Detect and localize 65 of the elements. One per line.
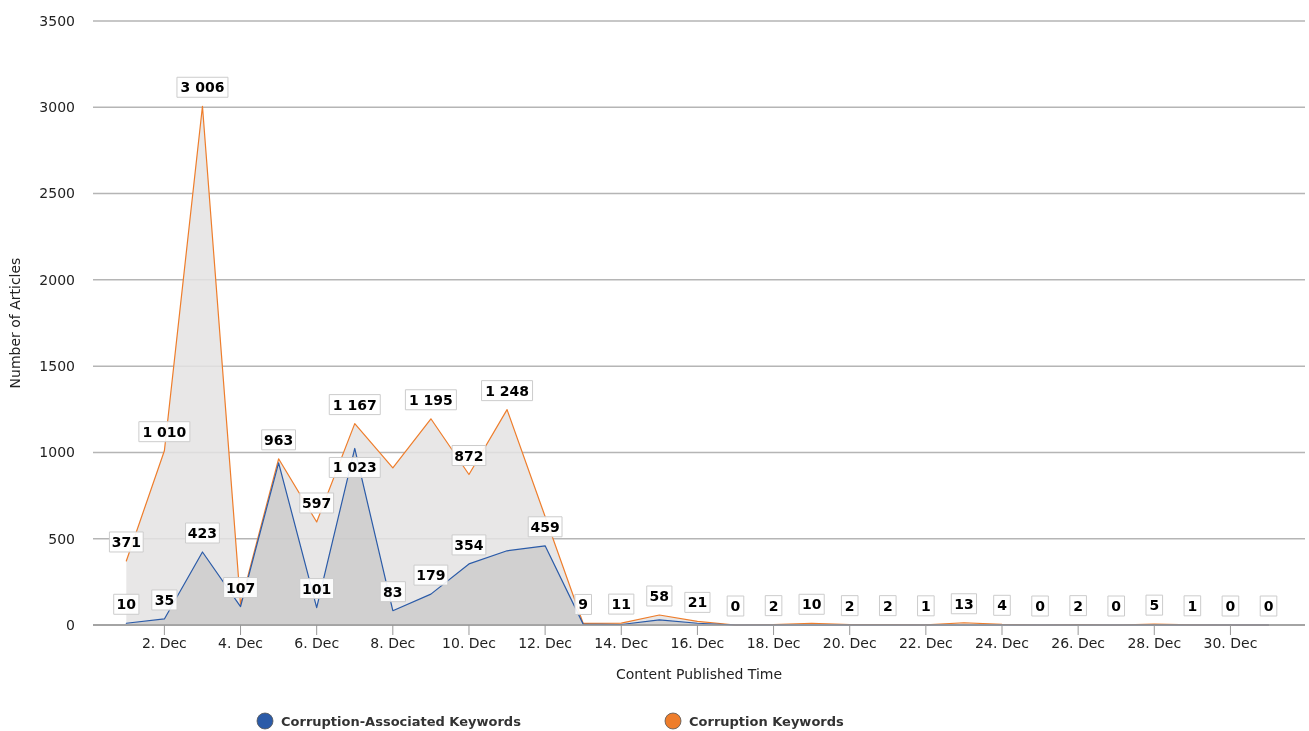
data-label: 0 — [1111, 598, 1122, 615]
legend-label: Corruption-Associated Keywords — [281, 713, 522, 729]
y-tick-label: 0 — [66, 616, 75, 633]
data-label: 2 — [768, 597, 779, 614]
x-tick-label: 16. Dec — [670, 635, 725, 651]
data-label: 1 — [920, 597, 931, 614]
x-tick-label: 26. Dec — [1051, 635, 1106, 651]
y-axis-title: Number of Articles — [7, 257, 23, 389]
data-label: 1 167 — [332, 396, 377, 413]
data-label: 10 — [116, 596, 137, 613]
data-label: 3 006 — [180, 79, 225, 96]
data-label: 1 010 — [142, 423, 187, 440]
x-tick-label: 14. Dec — [594, 635, 649, 651]
x-axis-title: Content Published Time — [615, 666, 783, 682]
y-tick-label: 2000 — [39, 271, 75, 288]
y-tick-label: 1000 — [39, 444, 75, 461]
data-label: 963 — [263, 431, 294, 448]
x-tick-label: 30. Dec — [1203, 635, 1258, 651]
data-label: 83 — [383, 583, 403, 600]
x-tick-label: 2. Dec — [141, 635, 187, 651]
data-label: 1 248 — [485, 382, 529, 399]
y-tick-label: 3000 — [39, 99, 75, 116]
y-tick-label: 1500 — [39, 358, 75, 375]
data-label: 1 023 — [332, 459, 377, 476]
data-label: 179 — [416, 567, 446, 584]
data-label: 11 — [611, 596, 632, 613]
data-label: 354 — [454, 536, 484, 553]
data-label: 13 — [954, 595, 974, 612]
data-label: 2 — [844, 597, 855, 614]
x-tick-label: 24. Dec — [975, 635, 1029, 651]
data-label: 4 — [997, 597, 1008, 614]
data-label: 21 — [687, 594, 708, 611]
data-label: 371 — [111, 534, 141, 551]
x-tick-label: 22. Dec — [898, 635, 953, 651]
data-label: 597 — [302, 495, 332, 512]
x-tick-label: 10. Dec — [442, 635, 496, 651]
data-label: 2 — [1073, 597, 1084, 614]
data-label: 1 — [1187, 597, 1198, 614]
data-label: 35 — [154, 592, 175, 608]
data-label: 0 — [1225, 598, 1236, 615]
data-label: 423 — [187, 525, 218, 542]
legend-label: Corruption Keywords — [689, 713, 845, 729]
data-label: 58 — [649, 588, 670, 605]
data-label: 107 — [225, 579, 256, 596]
data-label: 101 — [302, 580, 332, 597]
data-label: 0 — [1263, 598, 1274, 615]
y-tick-label: 3500 — [39, 12, 75, 29]
x-tick-label: 12. Dec — [518, 635, 573, 651]
x-tick-label: 8. Dec — [370, 635, 416, 651]
data-label: 2 — [882, 597, 893, 614]
data-label: 0 — [1035, 598, 1046, 615]
data-label: 0 — [730, 598, 741, 615]
data-label: 459 — [530, 518, 560, 535]
x-tick-label: 18. Dec — [746, 635, 801, 651]
y-tick-label: 500 — [48, 530, 75, 547]
data-label: 9 — [578, 596, 589, 613]
data-label: 1 195 — [408, 391, 453, 408]
y-tick-label: 2500 — [39, 185, 75, 202]
x-tick-label: 28. Dec — [1127, 635, 1182, 651]
x-tick-label: 6. Dec — [294, 635, 340, 651]
x-tick-label: 4. Dec — [218, 635, 263, 651]
data-label: 5 — [1149, 597, 1160, 614]
data-label: 10 — [801, 596, 822, 613]
data-label: 872 — [454, 447, 484, 464]
x-tick-label: 20. Dec — [822, 635, 877, 651]
